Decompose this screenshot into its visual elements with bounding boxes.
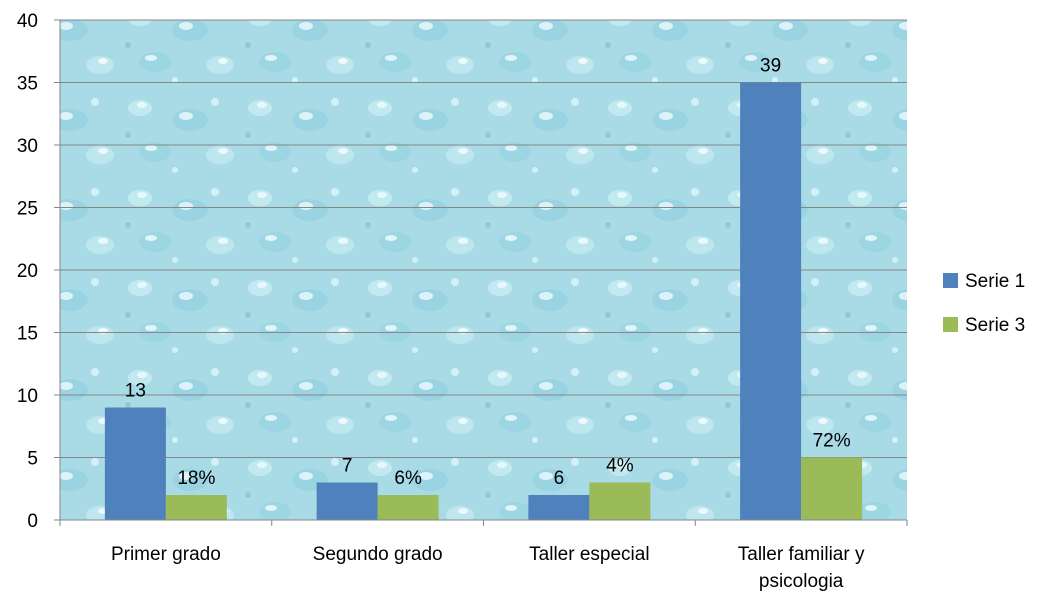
- bar: [740, 82, 802, 520]
- y-axis-ticks: 0 5 10 15 20 25 30 35 40: [17, 11, 60, 532]
- data-label: 13: [125, 381, 146, 402]
- x-category-label: Taller familiar y: [738, 544, 865, 565]
- legend-label: Serie 3: [965, 315, 1025, 336]
- data-label: 4%: [606, 456, 634, 477]
- legend: Serie 1 Serie 3: [943, 271, 1025, 336]
- bar: [801, 457, 863, 520]
- x-category-label: Primer grado: [111, 544, 221, 565]
- y-tick-label: 25: [17, 199, 38, 220]
- bar: [316, 482, 378, 520]
- data-labels: 13 18% 7 6% 6 4% 39 72%: [125, 56, 851, 490]
- y-tick-label: 30: [17, 136, 38, 157]
- legend-swatch: [943, 273, 958, 288]
- data-label: 6%: [394, 468, 422, 489]
- bar: [165, 495, 227, 520]
- legend-label: Serie 1: [965, 271, 1025, 292]
- data-label: 39: [760, 56, 781, 77]
- bars: [104, 82, 863, 520]
- x-category-label: Segundo grado: [313, 544, 443, 565]
- data-label: 18%: [177, 468, 215, 489]
- bar: [589, 482, 651, 520]
- x-category-label: Taller especial: [529, 544, 649, 565]
- data-label: 72%: [813, 431, 851, 452]
- x-category-label: psicologia: [759, 571, 844, 592]
- y-tick-label: 40: [17, 11, 38, 32]
- legend-swatch: [943, 317, 958, 332]
- data-label: 7: [342, 456, 353, 477]
- y-tick-label: 20: [17, 261, 38, 282]
- bar: [104, 407, 166, 520]
- y-tick-label: 15: [17, 324, 38, 345]
- y-tick-label: 5: [27, 449, 38, 470]
- bar: [528, 495, 590, 520]
- x-axis-categories: Primer grado Segundo grado Taller especial…: [111, 544, 865, 592]
- y-tick-label: 35: [17, 74, 38, 95]
- data-label: 6: [554, 468, 565, 489]
- bar: [377, 495, 439, 520]
- y-tick-label: 10: [17, 386, 38, 407]
- y-tick-label: 0: [27, 511, 38, 532]
